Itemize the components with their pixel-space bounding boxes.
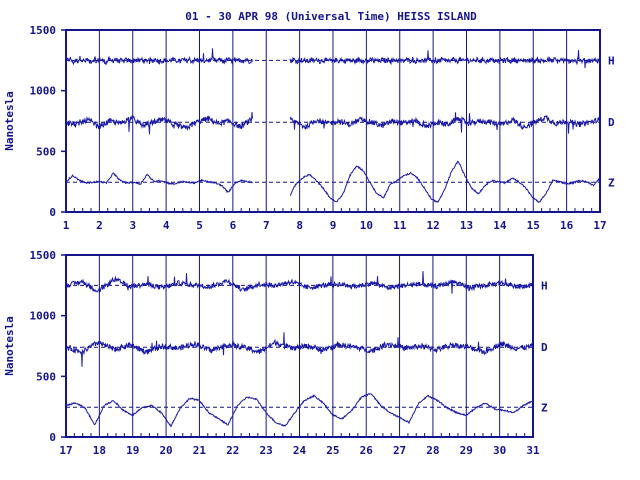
x-tick-label: 4 xyxy=(163,219,170,232)
x-tick-label: 27 xyxy=(393,444,406,457)
y-tick-label: 1500 xyxy=(30,249,57,262)
x-tick-label: 18 xyxy=(93,444,106,457)
x-tick-label: 17 xyxy=(59,444,72,457)
x-tick-label: 10 xyxy=(360,219,373,232)
x-tick-label: 15 xyxy=(527,219,540,232)
series-label-z: Z xyxy=(608,176,615,189)
x-tick-label: 6 xyxy=(230,219,237,232)
y-tick-label: 1000 xyxy=(30,310,57,323)
x-tick-label: 25 xyxy=(326,444,339,457)
x-tick-label: 13 xyxy=(460,219,473,232)
x-tick-label: 8 xyxy=(296,219,303,232)
x-tick-label: 26 xyxy=(360,444,374,457)
x-tick-label: 5 xyxy=(196,219,203,232)
series-trace-d xyxy=(65,111,601,135)
y-axis-label: Nanotesla xyxy=(3,91,16,151)
x-tick-label: 7 xyxy=(263,219,270,232)
x-tick-label: 22 xyxy=(226,444,239,457)
y-tick-label: 500 xyxy=(36,370,56,383)
series-trace-d xyxy=(65,332,534,367)
y-tick-label: 1500 xyxy=(30,24,57,37)
panel-top: 1 2 3 4 5 6 7 8 9 10 11 12 13 14 15 16 17050010001500Nan… xyxy=(3,24,615,232)
series-trace-h xyxy=(65,271,534,294)
series-label-d: D xyxy=(541,341,548,354)
series-trace-z xyxy=(65,392,533,428)
x-tick-label: 9 xyxy=(330,219,337,232)
x-tick-label: 14 xyxy=(493,219,507,232)
x-tick-label: 29 xyxy=(460,444,473,457)
x-tick-label: 28 xyxy=(426,444,439,457)
series-label-h: H xyxy=(541,279,548,292)
x-tick-label: 23 xyxy=(260,444,273,457)
x-tick-label: 17 xyxy=(593,219,606,232)
chart-title: 01 - 30 APR 98 (Universal Time) HEISS IS… xyxy=(185,10,477,23)
x-tick-label: 1 xyxy=(63,219,70,232)
y-tick-label: 500 xyxy=(36,145,56,158)
x-tick-label: 12 xyxy=(427,219,440,232)
y-tick-label: 0 xyxy=(49,206,56,219)
x-tick-label: 3 xyxy=(129,219,136,232)
x-tick-label: 31 xyxy=(526,444,540,457)
x-tick-label: 21 xyxy=(193,444,207,457)
x-tick-label: 30 xyxy=(493,444,506,457)
x-tick-label: 19 xyxy=(126,444,139,457)
x-tick-label: 16 xyxy=(560,219,574,232)
y-axis-label: Nanotesla xyxy=(3,316,16,376)
x-tick-label: 2 xyxy=(96,219,103,232)
x-tick-label: 24 xyxy=(293,444,307,457)
series-label-z: Z xyxy=(541,401,548,414)
series-trace-h xyxy=(65,48,601,69)
y-tick-label: 0 xyxy=(49,431,56,444)
panel-bottom: 17 18 19 20 21 22 23 24 25 26 27 28 29 30 31 0 500 1000 15… xyxy=(3,249,548,457)
x-tick-label: 20 xyxy=(159,444,172,457)
x-tick-label: 11 xyxy=(393,219,407,232)
series-label-h: H xyxy=(608,54,615,67)
y-tick-label: 1000 xyxy=(30,85,57,98)
series-label-d: D xyxy=(608,116,615,129)
series-trace-z xyxy=(65,160,601,203)
